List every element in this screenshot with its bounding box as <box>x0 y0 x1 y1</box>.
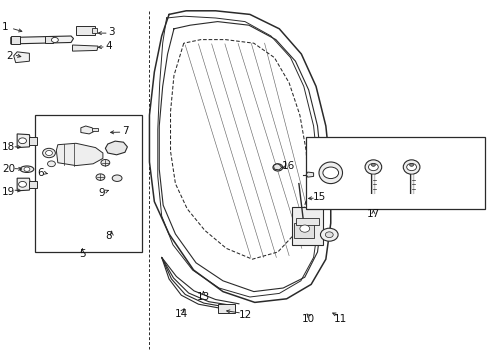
Polygon shape <box>17 134 30 148</box>
Ellipse shape <box>365 160 382 174</box>
Ellipse shape <box>319 162 343 184</box>
Bar <box>11 36 20 44</box>
Circle shape <box>24 167 30 171</box>
Bar <box>112 180 122 227</box>
Text: 6: 6 <box>37 168 44 178</box>
Polygon shape <box>56 143 103 166</box>
Ellipse shape <box>403 160 420 174</box>
Text: 19: 19 <box>2 186 16 197</box>
Bar <box>294 223 314 238</box>
Bar <box>29 137 37 145</box>
Ellipse shape <box>20 166 34 172</box>
Bar <box>218 304 235 313</box>
Circle shape <box>101 159 110 166</box>
Text: 4: 4 <box>105 41 112 51</box>
Bar <box>306 137 485 209</box>
Text: 16: 16 <box>281 161 295 171</box>
Text: 11: 11 <box>334 314 347 324</box>
Circle shape <box>320 228 338 241</box>
Text: 1: 1 <box>1 22 8 32</box>
Bar <box>45 36 53 43</box>
Text: 13: 13 <box>196 292 210 302</box>
Circle shape <box>48 161 55 167</box>
Circle shape <box>371 163 375 166</box>
Text: 14: 14 <box>174 309 188 319</box>
Circle shape <box>19 138 26 144</box>
Circle shape <box>407 163 416 171</box>
Text: 20: 20 <box>2 164 15 174</box>
Polygon shape <box>14 52 29 63</box>
Text: 3: 3 <box>108 27 115 37</box>
Text: 5: 5 <box>79 249 86 259</box>
Text: 12: 12 <box>238 310 252 320</box>
Polygon shape <box>11 36 74 44</box>
Text: 7: 7 <box>122 126 129 136</box>
Polygon shape <box>17 178 30 191</box>
Text: 15: 15 <box>313 192 326 202</box>
Text: 8: 8 <box>105 231 112 241</box>
Circle shape <box>368 163 378 171</box>
Text: 9: 9 <box>98 188 105 198</box>
Text: 2: 2 <box>6 51 13 61</box>
Circle shape <box>410 163 414 166</box>
Bar <box>92 128 98 131</box>
Circle shape <box>273 164 283 171</box>
Polygon shape <box>105 141 127 155</box>
Bar <box>76 26 95 35</box>
Bar <box>292 207 323 245</box>
Polygon shape <box>273 164 282 170</box>
Circle shape <box>46 150 52 156</box>
Circle shape <box>300 225 310 232</box>
Bar <box>29 181 37 188</box>
Text: 17: 17 <box>367 209 380 219</box>
Circle shape <box>96 174 105 180</box>
Polygon shape <box>73 45 98 51</box>
Bar <box>92 28 97 33</box>
Bar <box>35 115 142 252</box>
Text: 10: 10 <box>302 314 315 324</box>
Ellipse shape <box>112 175 122 181</box>
Circle shape <box>19 181 26 187</box>
Polygon shape <box>81 126 94 134</box>
Text: 18: 18 <box>2 142 16 152</box>
Bar <box>296 218 318 225</box>
Circle shape <box>43 148 55 158</box>
Circle shape <box>325 232 333 238</box>
Circle shape <box>51 37 58 42</box>
Polygon shape <box>306 172 314 177</box>
Circle shape <box>323 167 339 179</box>
